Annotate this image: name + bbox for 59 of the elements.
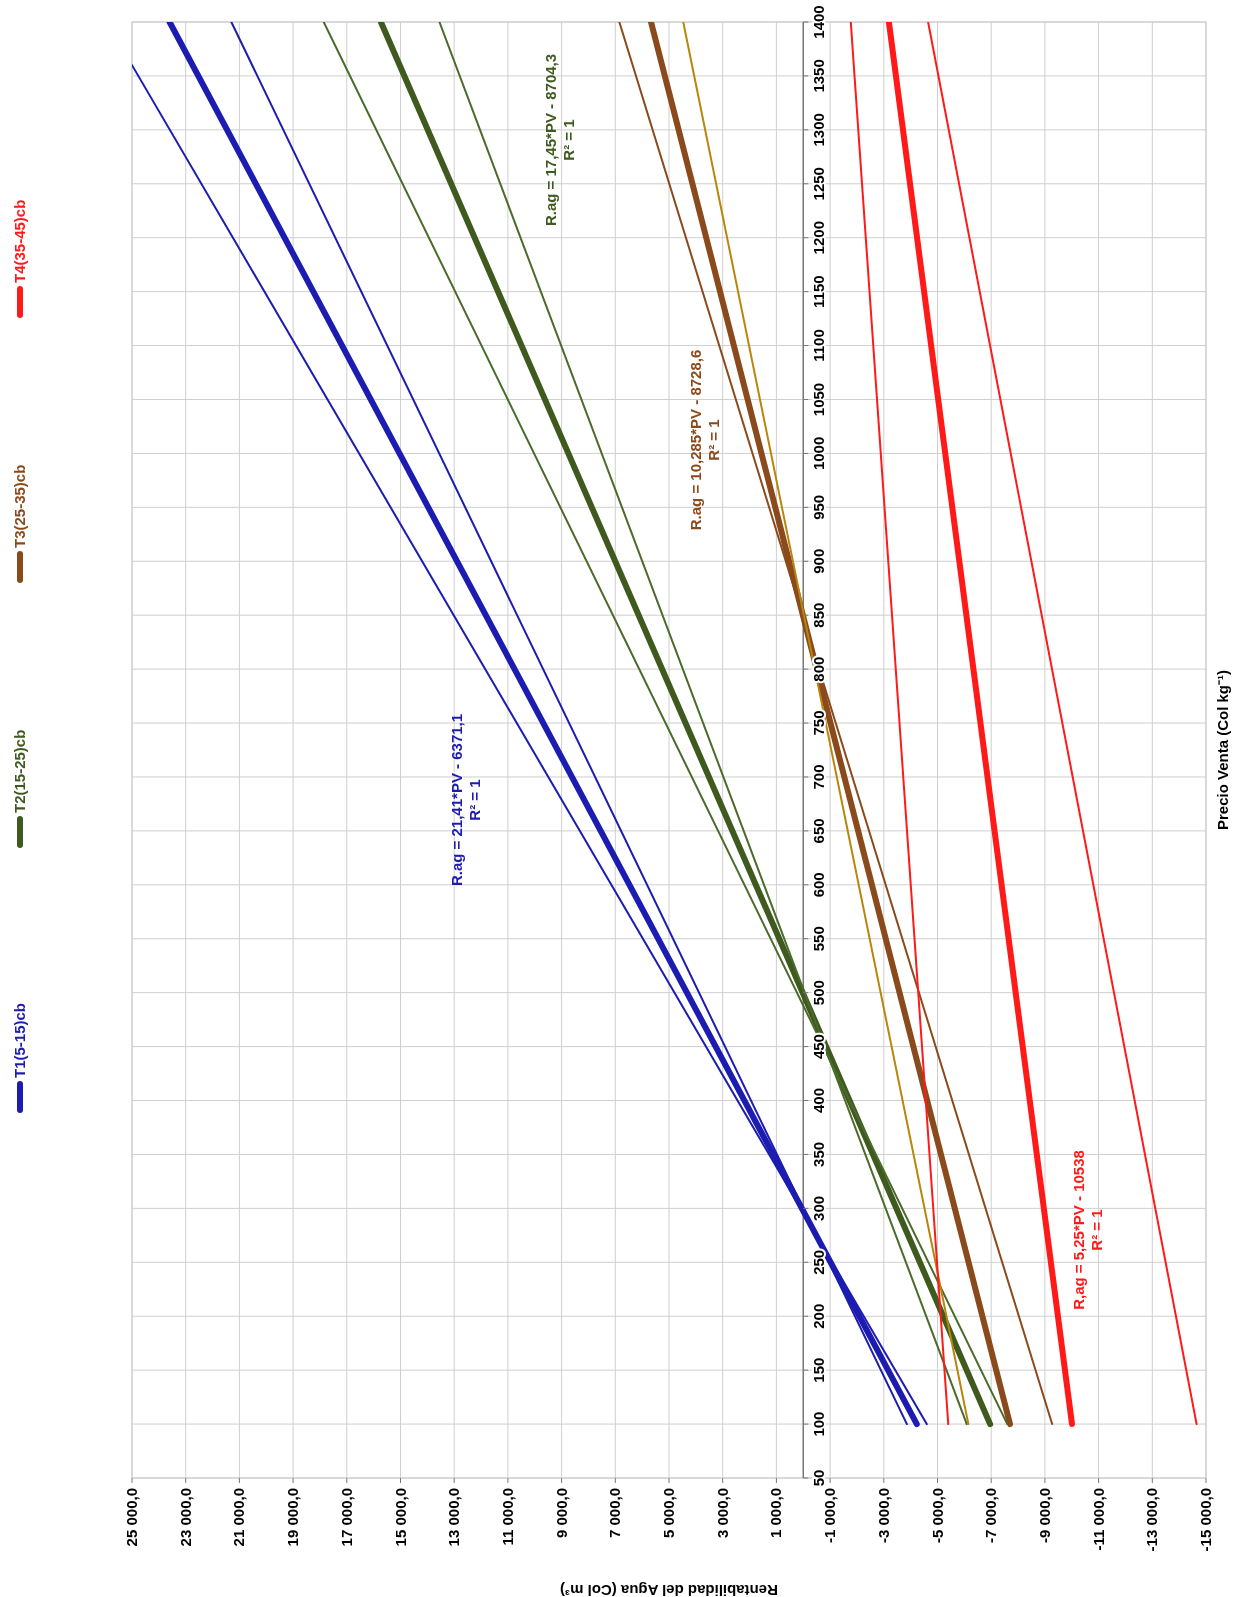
x-tick-label: 17 000,0 [337,1488,355,1547]
y-tick-label: 700 [810,764,828,790]
text: T4(35-45)cb [11,199,28,283]
x-tick-label: 11 000,0 [498,1488,516,1546]
y-tick-label: 1100 [810,329,828,362]
annotation: R,ag = 5,25*PV - 10538 R² = 1 [1070,1150,1105,1310]
y-tick-label: 1400 [810,5,828,39]
y-tick-label: 1000 [810,436,828,471]
y-tick-label: 300 [810,1195,828,1221]
y-tick-label: 650 [810,818,828,844]
text: T2(15-25)cb [11,729,28,813]
x-tick-label: 21 000,0 [230,1488,248,1547]
text: T3(25-35)cb [11,464,28,548]
text: T1(5-15)cb [11,1002,28,1078]
y-tick-label: 250 [810,1249,828,1275]
x-tick-label: -11 000,0 [1089,1488,1107,1551]
x-axis-title: Rentabilidad del Agua (Col m³) [560,1582,778,1597]
y-tick-label: 350 [810,1141,828,1167]
y-tick-label: 950 [810,494,828,520]
x-tick-label: 19 000,0 [284,1488,302,1547]
y-tick-label: 1200 [810,221,828,255]
y-tick-label: 50 [810,1469,828,1487]
annotation: R.ag = 10,285*PV - 8728,6 R² = 1 [687,349,722,531]
x-tick-label: 13 000,0 [445,1488,463,1547]
y-tick-label: 850 [810,602,828,628]
x-tick-label: 7 000,0 [606,1488,624,1539]
x-tick-label: 23 000,0 [176,1488,194,1547]
x-tick-label: 15 000,0 [391,1488,409,1547]
x-tick-label: -1 000,0 [821,1488,839,1544]
y-tick-label: 1350 [810,59,828,93]
y-tick-label: 400 [810,1088,828,1114]
y-tick-label: 1150 [810,275,828,308]
y-tick-label: 1300 [810,113,828,147]
y-tick-label: 750 [810,710,828,736]
x-tick-label: 5 000,0 [660,1488,677,1539]
y-tick-label: 600 [810,872,828,898]
x-tick-label: 3 000,0 [713,1488,731,1539]
x-tick-label: 25 000,0 [123,1488,140,1547]
x-tick-label: -3 000,0 [874,1488,892,1544]
x-tick-label: -9 000,0 [1035,1488,1053,1544]
annotation: R.ag = 21,41*PV - 6371,1 R² = 1 [448,713,483,887]
y-tick-label: 450 [810,1034,828,1060]
y-tick-label: 200 [810,1303,828,1329]
x-tick-label: -13 000,0 [1143,1488,1161,1552]
x-tick-label: 9 000,0 [552,1488,570,1539]
y-tick-label: 900 [810,548,828,574]
annotation: R.ag = 17,45*PV - 8704,3 R² = 1 [542,53,577,227]
y-tick-label: 100 [810,1411,828,1437]
y-axis-title: Precio Venta (Col kg⁻¹) [1214,669,1231,831]
x-tick-label: -15 000,0 [1197,1488,1214,1552]
y-tick-label: 550 [810,926,828,952]
x-tick-label: -7 000,0 [982,1488,1000,1544]
y-tick-label: 800 [810,656,828,682]
y-tick-label: 150 [810,1357,828,1383]
x-tick-label: 1 000,0 [767,1488,785,1539]
y-tick-label: 1050 [810,382,828,417]
y-tick-label: 500 [810,980,828,1006]
y-tick-label: 1250 [810,167,828,201]
x-tick-label: -5 000,0 [928,1488,946,1544]
